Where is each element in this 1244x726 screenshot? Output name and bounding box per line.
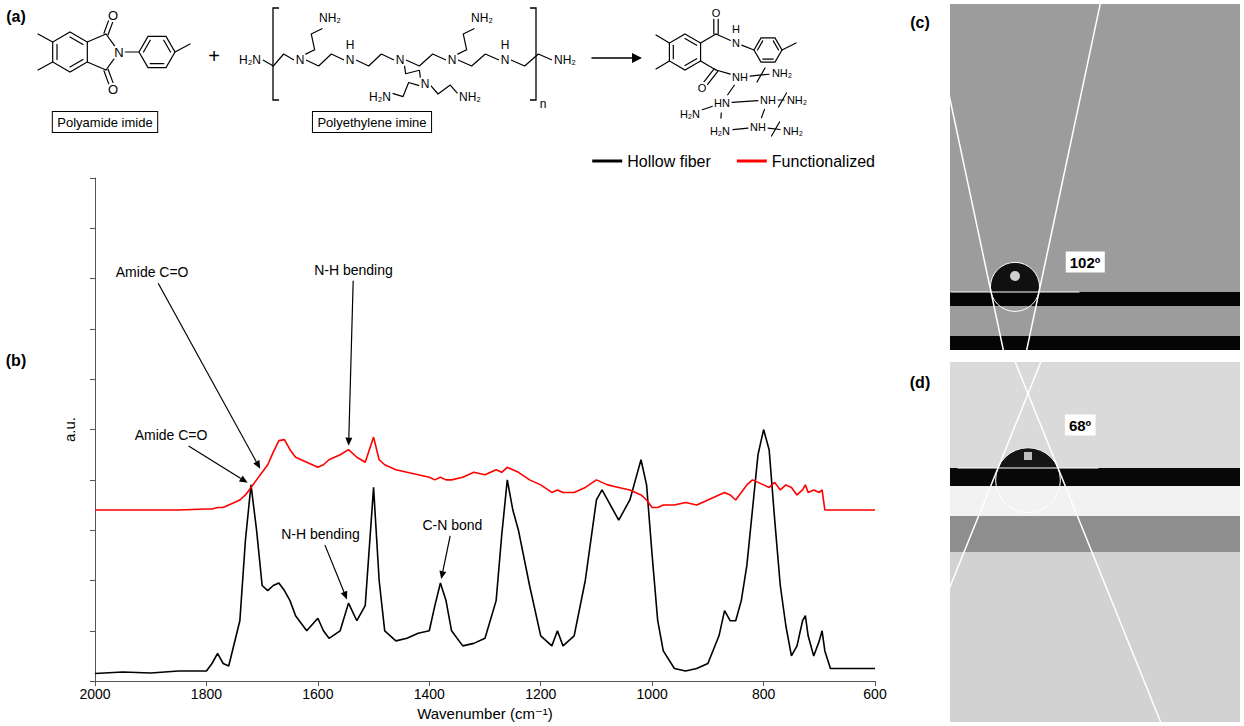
- svg-text:Amide C=O: Amide C=O: [116, 264, 189, 280]
- svg-text:2000: 2000: [79, 686, 110, 702]
- svg-text:C-N bond: C-N bond: [422, 517, 482, 533]
- svg-text:800: 800: [752, 686, 776, 702]
- svg-text:+: +: [208, 45, 220, 67]
- svg-text:N: N: [114, 45, 123, 60]
- svg-text:N: N: [732, 37, 740, 49]
- svg-text:H₂N: H₂N: [710, 125, 730, 137]
- svg-text:N-H bending: N-H bending: [314, 262, 393, 278]
- svg-text:600: 600: [863, 686, 887, 702]
- svg-text:NH₂: NH₂: [319, 11, 341, 25]
- svg-text:1400: 1400: [414, 686, 445, 702]
- svg-text:1200: 1200: [525, 686, 556, 702]
- svg-text:Wavenumber (cm⁻¹): Wavenumber (cm⁻¹): [417, 705, 553, 722]
- svg-text:1000: 1000: [637, 686, 668, 702]
- svg-text:Polyamide imide: Polyamide imide: [57, 115, 152, 130]
- svg-text:68º: 68º: [1069, 417, 1092, 434]
- svg-text:H: H: [501, 38, 510, 52]
- svg-text:(c): (c): [910, 14, 930, 31]
- svg-text:H₂N: H₂N: [239, 53, 261, 67]
- svg-text:H₂N: H₂N: [369, 90, 391, 104]
- svg-text:NH₂: NH₂: [772, 67, 792, 79]
- svg-text:O: O: [698, 82, 707, 94]
- svg-text:n: n: [540, 97, 547, 111]
- svg-text:N: N: [448, 53, 457, 67]
- svg-text:Polyethylene imine: Polyethylene imine: [317, 115, 426, 130]
- svg-text:NH: NH: [760, 94, 776, 106]
- svg-text:N: N: [346, 53, 355, 67]
- svg-text:H₂N: H₂N: [680, 108, 700, 120]
- svg-text:1600: 1600: [302, 686, 333, 702]
- svg-text:NH₂: NH₂: [554, 53, 576, 67]
- svg-text:Amide C=O: Amide C=O: [135, 427, 208, 443]
- svg-text:HN: HN: [714, 97, 730, 109]
- svg-text:a.u.: a.u.: [61, 417, 78, 442]
- svg-text:(b): (b): [6, 352, 26, 369]
- svg-text:O: O: [712, 7, 721, 19]
- svg-text:N: N: [501, 53, 510, 67]
- svg-text:NH: NH: [750, 121, 766, 133]
- svg-text:N-H bending: N-H bending: [281, 526, 360, 542]
- svg-text:NH₂: NH₂: [783, 125, 803, 137]
- svg-text:N: N: [296, 53, 305, 67]
- svg-text:(d): (d): [910, 374, 930, 391]
- svg-text:O: O: [108, 82, 118, 97]
- svg-text:NH₂: NH₂: [787, 94, 807, 106]
- svg-text:N: N: [396, 53, 405, 67]
- svg-text:O: O: [108, 8, 118, 23]
- svg-text:Functionalized: Functionalized: [772, 153, 875, 170]
- svg-text:NH: NH: [732, 71, 748, 83]
- svg-text:102º: 102º: [1070, 254, 1101, 271]
- svg-text:Hollow fiber: Hollow fiber: [627, 153, 711, 170]
- svg-text:H: H: [732, 23, 740, 35]
- svg-text:(a): (a): [6, 8, 26, 25]
- svg-text:NH₂: NH₂: [471, 11, 493, 25]
- svg-text:H: H: [346, 38, 355, 52]
- svg-text:NH₂: NH₂: [459, 90, 481, 104]
- svg-text:1800: 1800: [191, 686, 222, 702]
- svg-text:N: N: [421, 77, 430, 91]
